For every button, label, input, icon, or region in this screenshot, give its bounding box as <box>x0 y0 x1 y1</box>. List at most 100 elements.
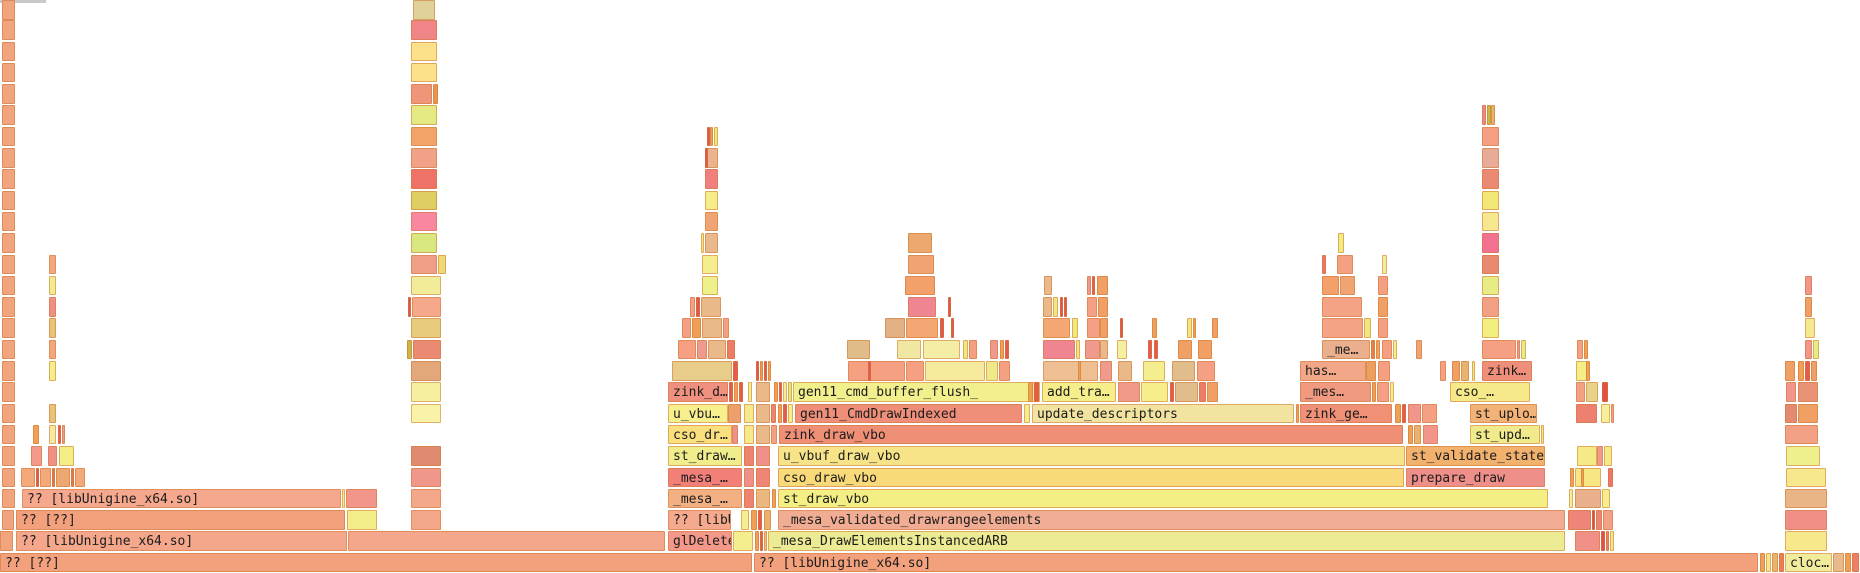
frame[interactable] <box>1482 275 1499 296</box>
frame[interactable] <box>2 169 15 189</box>
frame[interactable] <box>1798 382 1818 402</box>
frame[interactable] <box>707 126 710 147</box>
frame[interactable] <box>705 169 718 189</box>
frame[interactable] <box>756 467 770 488</box>
frame[interactable] <box>702 318 722 338</box>
frame[interactable] <box>1198 339 1212 360</box>
frame[interactable] <box>1072 318 1078 338</box>
frame[interactable] <box>771 403 776 424</box>
frame[interactable] <box>1576 403 1597 424</box>
frame[interactable] <box>1170 382 1174 402</box>
frame[interactable] <box>705 233 718 253</box>
frame[interactable] <box>31 446 42 466</box>
frame[interactable] <box>1372 382 1376 402</box>
frame[interactable] <box>710 126 713 147</box>
frame[interactable] <box>906 361 924 381</box>
frame[interactable] <box>778 403 782 424</box>
frame[interactable] <box>1785 488 1827 509</box>
frame[interactable] <box>1322 318 1363 338</box>
frame-prepare_draw[interactable]: prepare_draw <box>1406 467 1545 488</box>
frame[interactable] <box>49 275 56 296</box>
frame[interactable] <box>1521 339 1526 360</box>
frame[interactable] <box>411 403 441 424</box>
frame[interactable] <box>1517 339 1520 360</box>
frame[interactable] <box>734 382 738 402</box>
frame[interactable] <box>755 531 759 551</box>
frame-libunigine_x64so[interactable]: ?? [libUnigine_x64.so] <box>16 531 347 551</box>
frame[interactable] <box>739 382 743 402</box>
frame-update_descriptors[interactable]: update_descriptors <box>1032 403 1294 424</box>
frame[interactable] <box>756 382 770 402</box>
frame-[interactable]: ?? [??] <box>0 552 752 573</box>
frame[interactable] <box>1340 275 1355 296</box>
frame[interactable] <box>347 510 377 530</box>
frame[interactable] <box>1178 339 1192 360</box>
frame[interactable] <box>732 424 738 445</box>
frame[interactable] <box>411 20 437 40</box>
frame[interactable] <box>1785 510 1827 530</box>
frame[interactable] <box>2 20 15 40</box>
frame[interactable] <box>905 275 935 296</box>
frame[interactable] <box>1028 382 1033 402</box>
frame[interactable] <box>411 148 437 168</box>
frame[interactable] <box>1395 403 1401 424</box>
frame[interactable] <box>411 467 441 488</box>
frame[interactable] <box>33 424 39 445</box>
frame[interactable] <box>1596 510 1602 530</box>
frame[interactable] <box>411 275 441 296</box>
frame[interactable] <box>690 297 695 317</box>
frame[interactable] <box>1322 297 1362 317</box>
frame[interactable] <box>1482 126 1499 147</box>
frame-gldelete[interactable]: glDelete… <box>668 531 732 551</box>
frame[interactable] <box>963 339 968 360</box>
frame[interactable] <box>771 424 777 445</box>
frame[interactable] <box>1366 361 1376 381</box>
frame[interactable] <box>49 318 56 338</box>
frame[interactable] <box>1482 190 1499 211</box>
frame[interactable] <box>1378 361 1390 381</box>
frame[interactable] <box>1845 552 1851 573</box>
frame[interactable] <box>2 211 15 232</box>
frame[interactable] <box>1597 446 1603 466</box>
frame[interactable] <box>1175 382 1198 402</box>
frame[interactable] <box>1602 382 1608 402</box>
frame[interactable] <box>0 531 13 551</box>
frame[interactable] <box>1371 339 1375 360</box>
frame[interactable] <box>1577 446 1597 466</box>
frame[interactable] <box>940 318 944 338</box>
frame[interactable] <box>696 297 700 317</box>
frame[interactable] <box>1611 403 1614 424</box>
frame[interactable] <box>49 339 56 360</box>
frame[interactable] <box>411 446 441 466</box>
frame[interactable] <box>682 318 691 338</box>
frame[interactable] <box>411 254 437 275</box>
frame[interactable] <box>59 446 74 466</box>
frame[interactable] <box>705 211 718 232</box>
frame[interactable] <box>1390 382 1394 402</box>
frame[interactable] <box>1805 339 1812 360</box>
frame[interactable] <box>1143 361 1165 381</box>
frame[interactable] <box>1581 467 1584 488</box>
frame[interactable] <box>1044 275 1052 296</box>
frame[interactable] <box>1100 339 1108 360</box>
frame[interactable] <box>411 211 437 232</box>
frame[interactable] <box>2 84 15 104</box>
frame[interactable] <box>2 467 15 488</box>
frame[interactable] <box>708 339 726 360</box>
frame[interactable] <box>923 339 960 360</box>
frame[interactable] <box>411 126 437 147</box>
frame[interactable] <box>1187 318 1192 338</box>
frame[interactable] <box>672 361 732 381</box>
frame[interactable] <box>411 488 441 509</box>
frame[interactable] <box>756 403 770 424</box>
frame[interactable] <box>1772 552 1778 573</box>
frame[interactable] <box>49 424 56 445</box>
frame[interactable] <box>1193 318 1196 338</box>
frame[interactable] <box>21 467 35 488</box>
frame[interactable] <box>1322 254 1326 275</box>
frame[interactable] <box>1422 403 1437 424</box>
frame[interactable] <box>49 297 56 317</box>
frame[interactable] <box>714 126 718 147</box>
frame[interactable] <box>413 339 441 360</box>
frame[interactable] <box>1491 105 1495 125</box>
